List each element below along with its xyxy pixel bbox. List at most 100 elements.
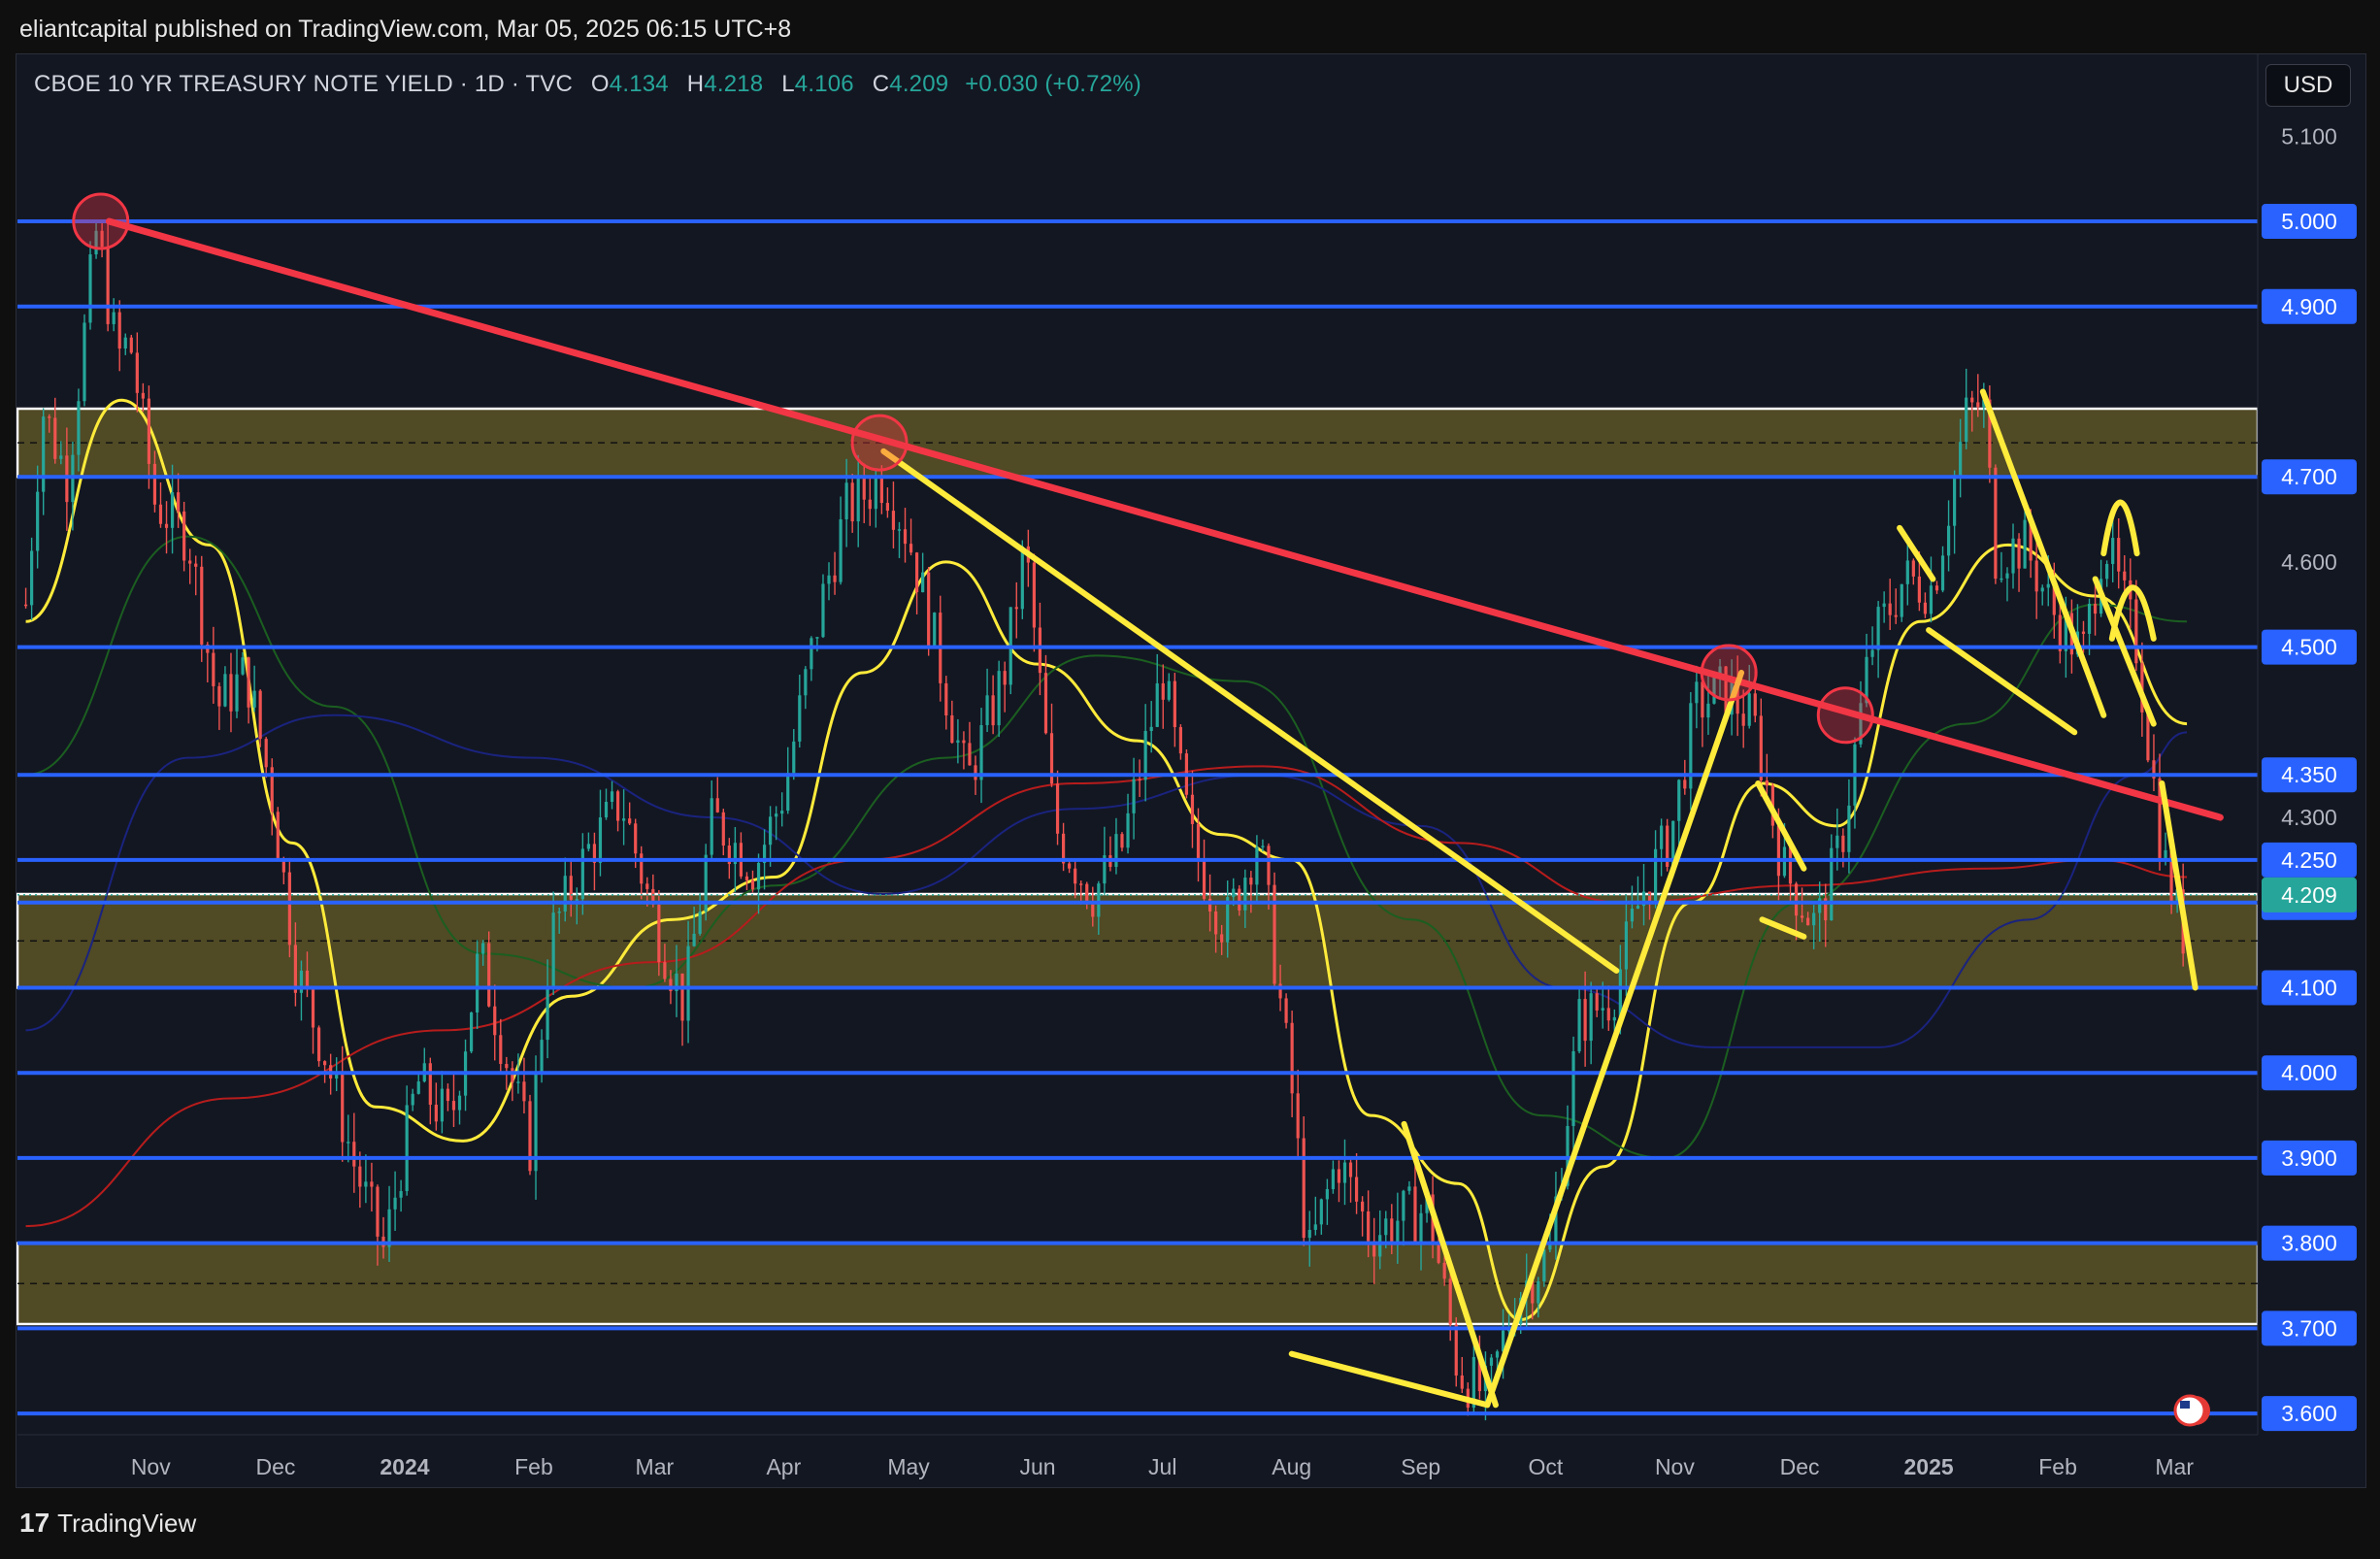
candle-body <box>727 846 731 865</box>
candle-body <box>2081 631 2086 634</box>
candle-body <box>1079 883 1083 885</box>
candle-body <box>1911 560 1915 577</box>
candle-body <box>944 682 948 715</box>
x-tick-label: Feb <box>2038 1454 2077 1479</box>
highlight-circle <box>1700 644 1758 702</box>
candle-body <box>1865 656 1868 704</box>
candle-body <box>1612 1016 1616 1021</box>
x-tick-label: Nov <box>1655 1454 1695 1479</box>
x-tick-label: Mar <box>2155 1454 2194 1479</box>
candle-body <box>65 455 69 503</box>
candle-body <box>358 1166 362 1187</box>
close-label: C <box>872 71 890 97</box>
candle-body <box>1361 1201 1365 1211</box>
candle-body <box>1061 833 1066 864</box>
candle-body <box>1068 863 1072 869</box>
candle-body <box>2052 583 2056 615</box>
candle-body <box>1671 820 1675 867</box>
candle-body <box>2023 519 2027 569</box>
candle-body <box>1003 671 1007 685</box>
candle-body <box>1917 576 1921 603</box>
candle-body <box>850 482 854 522</box>
candle-body <box>511 1068 514 1082</box>
tradingview-logo[interactable]: 17 TradingView <box>19 1508 196 1539</box>
close-value: 4.209 <box>889 71 949 97</box>
candle-body <box>1554 1196 1558 1243</box>
open-label: O <box>590 71 610 97</box>
candle-body <box>879 478 883 504</box>
candle-body <box>499 1035 503 1064</box>
candle-body <box>1577 999 1581 1051</box>
candle-body <box>1929 585 1934 614</box>
candle-body <box>2005 573 2009 579</box>
x-tick-label: Apr <box>766 1454 801 1479</box>
candle-body <box>909 544 913 553</box>
candle-body <box>293 945 298 993</box>
candle-body <box>2105 563 2109 580</box>
annotation-arc <box>2108 584 2157 642</box>
candle-body <box>1278 983 1282 999</box>
candle-body <box>540 1040 544 1074</box>
candle-body <box>364 1181 368 1187</box>
candle-body <box>1934 585 1939 591</box>
candle-body <box>170 492 175 528</box>
y-tick-label: 4.600 <box>2281 549 2337 575</box>
candle-body <box>1835 835 1839 848</box>
candle-body <box>1232 888 1236 898</box>
candle-body <box>1043 673 1048 734</box>
highlight-circle <box>850 414 909 472</box>
candle-body <box>675 973 678 992</box>
candle-body <box>1342 1162 1347 1183</box>
candle-body <box>1666 825 1669 867</box>
candle-body <box>2087 603 2092 634</box>
candle-body <box>100 230 104 248</box>
candle-body <box>1220 934 1224 943</box>
level-price-label: 4.000 <box>2281 1060 2337 1085</box>
candle-body <box>1384 1218 1388 1236</box>
level-price-label: 3.900 <box>2281 1145 2337 1171</box>
flag-icon-canton <box>2180 1401 2190 1409</box>
flag-icon-front <box>2173 1394 2206 1427</box>
candle-body <box>241 657 245 675</box>
candle-body <box>786 773 790 812</box>
candle-body <box>733 843 737 865</box>
candle-body <box>299 970 304 993</box>
candle-body <box>1753 693 1757 716</box>
level-price-tag <box>2262 842 2357 878</box>
low-value: 4.106 <box>794 71 854 97</box>
candle-body <box>1776 825 1781 877</box>
level-price-label: 4.250 <box>2281 847 2337 873</box>
currency-button[interactable]: USD <box>2265 64 2351 107</box>
candle-body <box>182 511 186 561</box>
highlight-circle <box>1816 686 1874 745</box>
level-price-label: 4.700 <box>2281 464 2337 489</box>
candle-body <box>1255 846 1259 885</box>
moving-average-line <box>25 713 2188 1048</box>
candle-body <box>1747 693 1751 726</box>
candle-body <box>856 475 860 522</box>
chart-canvas[interactable]: 5.0004.9004.7004.5004.3504.2504.2004.100… <box>0 0 2380 1488</box>
candle-body <box>985 695 989 726</box>
candle-body <box>1630 908 1635 922</box>
candle-body <box>1249 878 1253 885</box>
candle-body <box>1794 883 1799 916</box>
candle-body <box>1712 675 1716 704</box>
candle-body <box>1976 402 1980 408</box>
candle-body <box>756 862 761 890</box>
candle-body <box>569 876 573 900</box>
candle-body <box>1126 813 1130 848</box>
candle-body <box>135 352 139 393</box>
candle-body <box>1888 603 1892 615</box>
candle-body <box>628 818 632 824</box>
zone-band <box>17 892 2258 989</box>
candle-body <box>323 1061 327 1066</box>
candle-body <box>1120 834 1124 848</box>
candle-body <box>1454 1324 1458 1376</box>
candle-body <box>1331 1169 1336 1189</box>
candle-body <box>1806 917 1810 926</box>
level-price-tag <box>2262 459 2357 495</box>
candle-body <box>833 575 837 582</box>
candle-body <box>112 312 116 324</box>
candle-body <box>2158 778 2162 862</box>
candle-body <box>411 1093 414 1106</box>
